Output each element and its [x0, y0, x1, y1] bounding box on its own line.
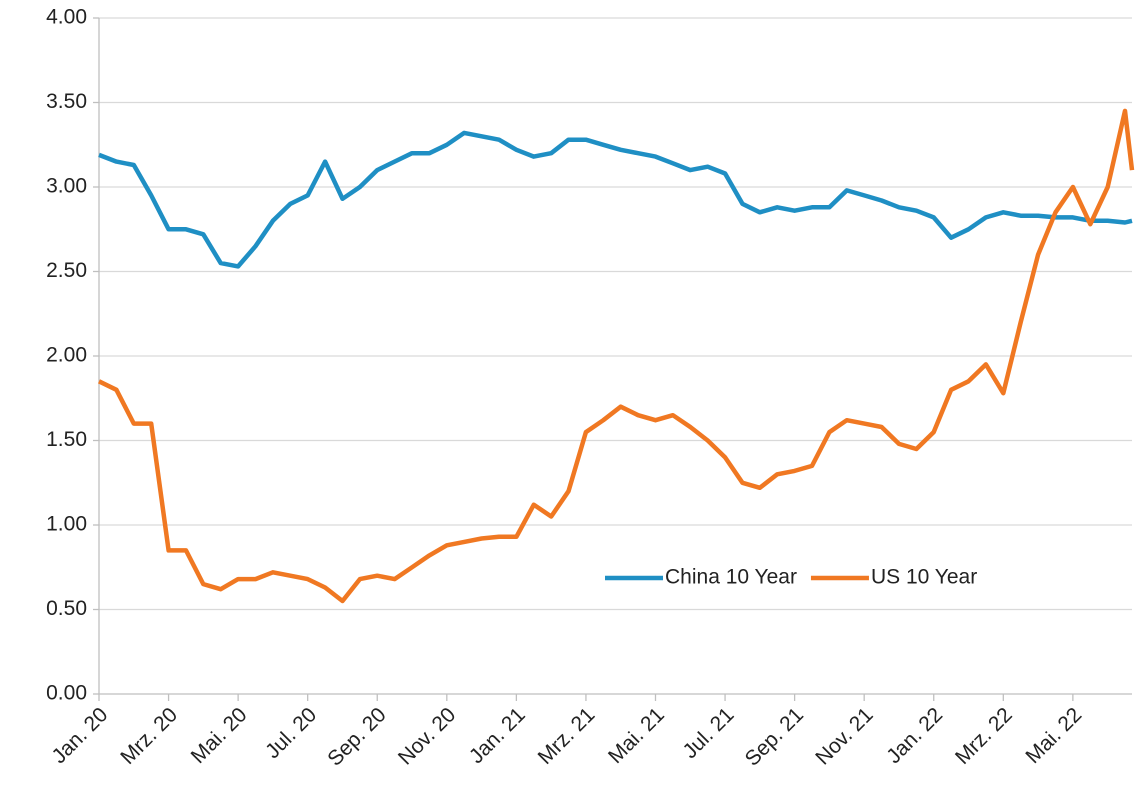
x-tick-label: Sep. 21 [741, 703, 808, 770]
x-tick-label: Jan. 21 [465, 703, 530, 768]
x-tick-label: Jul. 20 [261, 703, 321, 763]
x-tick-label: Nov. 21 [811, 703, 877, 769]
x-tick-label: Sep. 20 [323, 703, 390, 770]
y-tick-label: 3.00 [46, 175, 87, 198]
x-tick-label: Mrz. 22 [951, 703, 1017, 769]
y-tick-label: 0.50 [46, 597, 87, 620]
x-tick-label: Mai. 20 [187, 703, 252, 768]
x-tick-label: Jan. 22 [882, 703, 947, 768]
series-line [98, 108, 1135, 604]
x-tick-label: Jan. 20 [47, 703, 112, 768]
y-tick-label: 4.00 [46, 6, 87, 29]
legend-label: US 10 Year [871, 566, 977, 589]
y-tick-label: 2.50 [46, 259, 87, 282]
y-tick-label: 1.00 [46, 513, 87, 536]
y-tick-label: 2.00 [46, 344, 87, 367]
y-tick-label: 0.00 [46, 682, 87, 705]
x-tick-label: Nov. 20 [394, 703, 460, 769]
x-tick-label: Jul. 21 [679, 703, 739, 763]
y-tick-label: 1.50 [46, 428, 87, 451]
series-line [98, 130, 1133, 269]
x-tick-label: Mrz. 20 [116, 703, 182, 769]
x-tick-label: Mai. 21 [604, 703, 669, 768]
x-tick-label: Mai. 22 [1021, 703, 1086, 768]
y-tick-label: 3.50 [46, 90, 87, 113]
legend-label: China 10 Year [665, 566, 797, 589]
x-tick-label: Mrz. 21 [534, 703, 600, 769]
